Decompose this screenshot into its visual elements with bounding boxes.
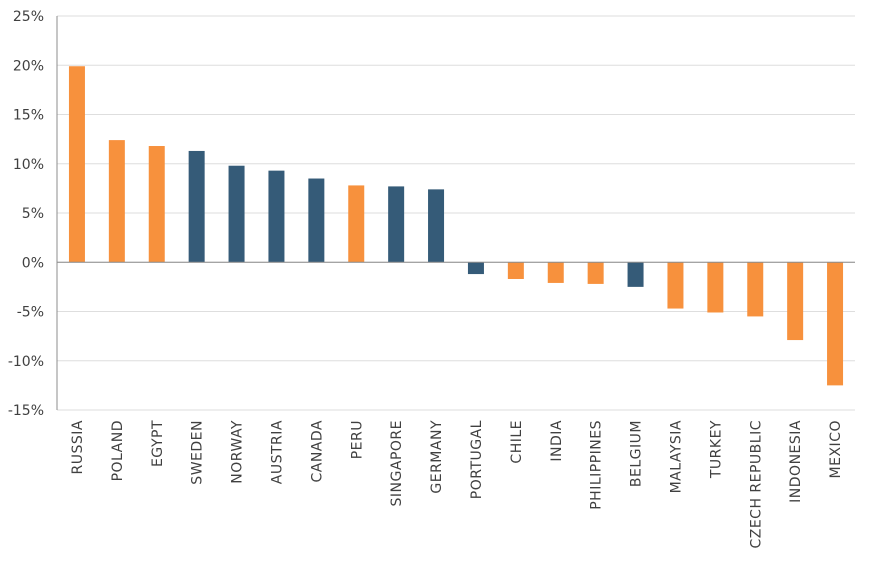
bar-czech-republic: [747, 262, 764, 317]
axes: [56, 16, 855, 410]
x-category-label: SINGAPORE: [389, 420, 405, 506]
x-category-label: MALAYSIA: [668, 420, 684, 493]
bar-malaysia: [667, 262, 684, 309]
bar-indonesia: [787, 262, 804, 341]
y-tick-label: 25%: [13, 9, 44, 25]
bar-turkey: [707, 262, 724, 313]
x-category-label: CANADA: [309, 420, 325, 483]
bar-singapore: [388, 186, 405, 263]
x-category-label: RUSSIA: [70, 420, 86, 474]
x-category-label: SWEDEN: [190, 420, 206, 485]
bar-philippines: [587, 262, 604, 284]
bars: [68, 66, 844, 386]
bar-belgium: [627, 262, 644, 287]
x-category-label: POLAND: [110, 420, 126, 481]
bar-canada: [308, 178, 325, 263]
y-tick-label: 5%: [22, 206, 44, 222]
y-tick-label: -15%: [8, 403, 44, 419]
y-axis-tick-labels: 25% 20% 15% 10% 5% 0% -5% -10% -15%: [8, 9, 44, 419]
y-tick-label: 20%: [13, 58, 44, 74]
x-category-label: EGYPT: [150, 420, 166, 467]
x-category-label: PERU: [349, 420, 365, 459]
x-category-label: MEXICO: [828, 420, 844, 478]
y-tick-label: -5%: [17, 305, 44, 321]
x-category-label: INDIA: [549, 420, 565, 462]
x-category-label: PORTUGAL: [469, 420, 485, 499]
bar-india: [547, 262, 564, 283]
bar-egypt: [148, 146, 165, 263]
x-category-label: CHILE: [509, 420, 525, 464]
x-category-label: TURKEY: [708, 420, 724, 479]
bar-portugal: [467, 262, 484, 275]
bar-poland: [108, 140, 125, 263]
x-category-label: NORWAY: [230, 420, 246, 484]
bar-chile: [507, 262, 524, 279]
x-category-label: AUSTRIA: [269, 420, 285, 484]
x-category-label: CZECH REPUBLIC: [748, 420, 764, 549]
bar-russia: [68, 66, 85, 263]
x-category-label: GERMANY: [429, 420, 445, 494]
bar-norway: [228, 165, 245, 263]
y-tick-label: -10%: [8, 354, 44, 370]
gridlines: [57, 15, 855, 411]
bar-austria: [268, 170, 285, 263]
x-category-label: PHILIPPINES: [589, 420, 605, 510]
x-category-label: INDONESIA: [788, 420, 804, 503]
y-tick-label: 10%: [13, 157, 44, 173]
bar-germany: [428, 189, 445, 263]
bar-mexico: [827, 262, 844, 386]
bar-peru: [348, 185, 365, 263]
x-category-label: BELGIUM: [629, 420, 645, 487]
bar-sweden: [188, 150, 205, 263]
x-axis-category-labels: RUSSIA POLAND EGYPT SWEDEN NORWAY AUSTRIA CANA…: [70, 420, 844, 549]
y-tick-label: 15%: [13, 108, 44, 124]
y-tick-label: 0%: [22, 255, 44, 271]
